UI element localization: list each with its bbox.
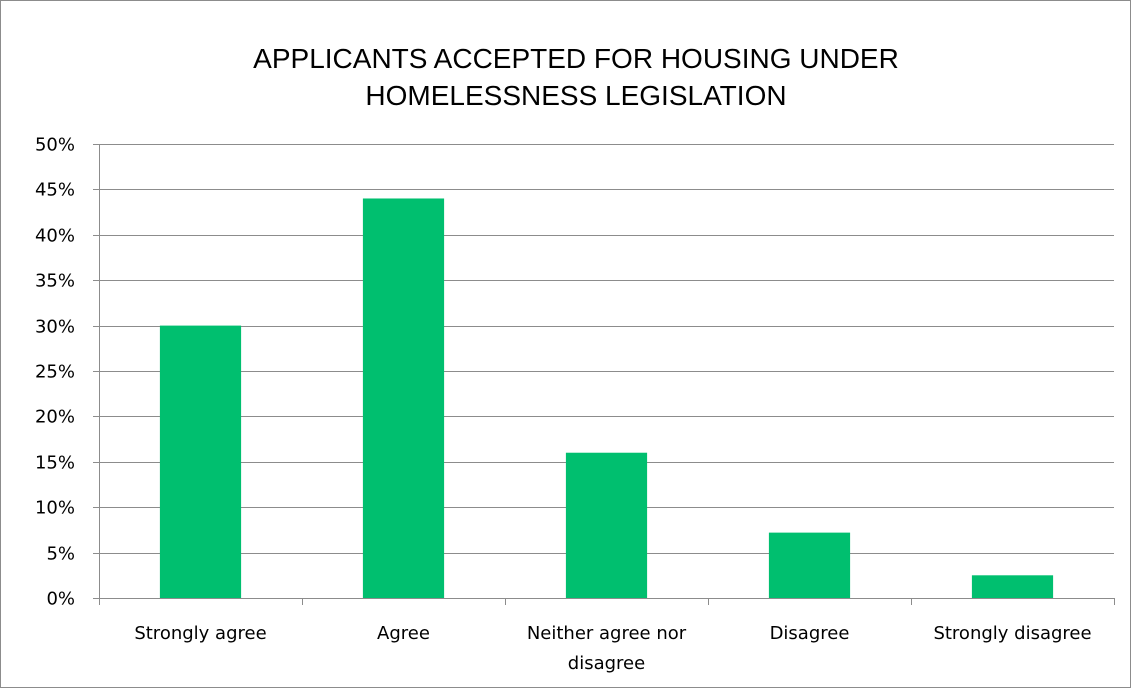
y-tick-label: 20%: [35, 407, 75, 428]
bar: [768, 532, 851, 598]
y-tick-label: 35%: [35, 271, 75, 292]
bars: [159, 198, 1054, 599]
y-tick-labels: 0% 5% 10% 15% 20% 25% 30% 35% 40% 45% 50%: [35, 135, 75, 610]
y-tick-label: 45%: [35, 180, 75, 201]
y-tick-label: 40%: [35, 226, 75, 247]
y-tick-label: 15%: [35, 453, 75, 474]
bar: [565, 452, 648, 598]
y-tick-label: 10%: [35, 498, 75, 519]
bar: [159, 325, 242, 598]
y-tick-label: 5%: [46, 544, 75, 565]
x-category-label: Disagree: [770, 623, 850, 644]
x-category-label: Agree: [377, 623, 430, 644]
x-category-labels: Strongly agree Agree Neither agree nor disa…: [134, 623, 1091, 674]
y-tick-label: 0%: [46, 589, 75, 610]
x-category-label: disagree: [568, 653, 645, 674]
axes: [93, 144, 1115, 605]
y-tick-label: 50%: [35, 135, 75, 156]
bar: [362, 198, 445, 599]
y-tick-label: 25%: [35, 362, 75, 383]
chart-title-line-2: HOMELESSNESS LEGISLATION: [365, 80, 786, 111]
bar: [971, 575, 1054, 598]
chart-title-line-1: APPLICANTS ACCEPTED FOR HOUSING UNDER: [253, 43, 899, 74]
y-tick-label: 30%: [35, 317, 75, 338]
gridlines: [99, 144, 1114, 554]
x-category-label: Strongly agree: [134, 623, 266, 644]
x-category-label: Neither agree nor: [527, 623, 687, 644]
x-category-label: Strongly disagree: [933, 623, 1091, 644]
